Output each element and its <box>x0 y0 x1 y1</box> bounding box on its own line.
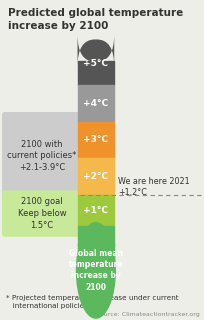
Text: +1°C: +1°C <box>83 206 108 215</box>
Text: We are here 2021
+1.2°C: We are here 2021 +1.2°C <box>118 177 190 197</box>
Text: +5°C: +5°C <box>83 59 108 68</box>
Ellipse shape <box>76 223 115 318</box>
FancyBboxPatch shape <box>2 112 82 200</box>
Bar <box>78 85 114 122</box>
Text: +3°C: +3°C <box>83 135 108 145</box>
Text: +0°C: +0°C <box>83 231 108 241</box>
Text: 2100 with
current policies*
+2.1-3.9°C: 2100 with current policies* +2.1-3.9°C <box>7 140 76 172</box>
FancyBboxPatch shape <box>2 190 82 237</box>
Bar <box>78 61 114 85</box>
Text: +2°C: +2°C <box>83 172 108 181</box>
Text: * Projected temperature increase under current
   international policies: * Projected temperature increase under c… <box>6 295 179 309</box>
Text: 2100 goal
Keep below
1.5°C: 2100 goal Keep below 1.5°C <box>18 197 66 230</box>
Bar <box>78 226 114 246</box>
Bar <box>78 122 114 158</box>
Bar <box>78 243 114 270</box>
Text: Predicted global temperature
increase by 2100: Predicted global temperature increase by… <box>8 8 183 31</box>
Bar <box>78 158 114 195</box>
FancyBboxPatch shape <box>78 34 114 67</box>
Text: Global mean
temperature
increase by
2100: Global mean temperature increase by 2100 <box>69 249 123 292</box>
Text: Source: Climateactiontracker.org: Source: Climateactiontracker.org <box>96 312 200 317</box>
Text: +4°C: +4°C <box>83 99 109 108</box>
Bar <box>78 195 114 226</box>
